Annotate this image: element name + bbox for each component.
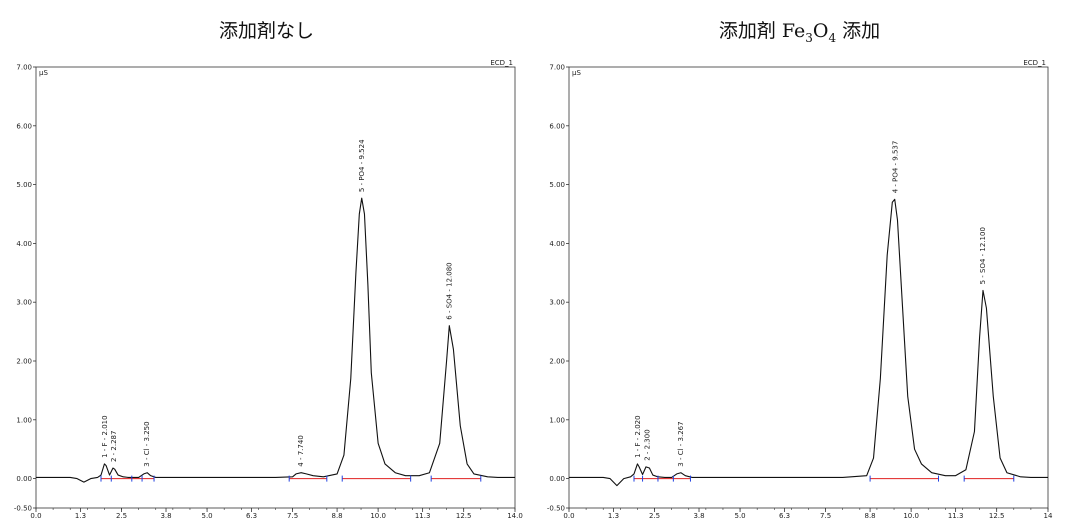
chart-panel-right: 添加剤 Fe3O4 添加 -0.50 0.00 1.00 2.00 3.00 4.00 5.…	[533, 0, 1066, 519]
x-tick-label: 14	[1044, 512, 1053, 519]
peak-annotation: 2 - 2.287	[110, 431, 118, 462]
y-tick-label: 7.00	[16, 64, 32, 72]
x-tick-label: 1.3	[75, 512, 86, 519]
channel-label: ECD_1	[1023, 59, 1046, 67]
y-tick-label: 0.00	[16, 475, 32, 483]
peak-annotation: 5 - SO4 - 12.100	[979, 227, 987, 284]
x-tick-label: 12.5	[989, 512, 1005, 519]
y-tick-label: 4.00	[16, 240, 32, 248]
y-unit-label: µS	[39, 69, 48, 77]
x-tick-label: 14.0	[507, 512, 523, 519]
y-tick-label: -0.50	[547, 505, 565, 513]
chromatogram-trace	[36, 197, 515, 483]
x-tick-label: 1.3	[608, 512, 619, 519]
peak-annotation: 4 - 7.740	[297, 435, 305, 466]
x-tick-label: 5.0	[202, 512, 213, 519]
y-tick-label: 4.00	[549, 240, 565, 248]
channel-label: ECD_1	[490, 59, 513, 67]
x-tick-label: 10.0	[370, 512, 386, 519]
x-tick-label: 2.5	[116, 512, 127, 519]
chart-panel-left: 添加剤なし -0.50 0.00 1.00 2.00 3.00 4.00 5.00 6.00 7…	[14, 20, 523, 519]
x-tick-label: 3.8	[693, 512, 704, 519]
chart-left: -0.50 0.00 1.00 2.00 3.00 4.00 5.00 6.00 7.00 0.0…	[14, 59, 523, 519]
peak-annotation: 6 - SO4 - 12.080	[445, 262, 453, 319]
x-tick-label: 11.3	[415, 512, 431, 519]
peak-annotation: 3 - Cl - 3.250	[143, 421, 151, 466]
y-tick-label: 7.00	[549, 64, 565, 72]
y-tick-label: 2.00	[549, 358, 565, 366]
peak-annotation: 2 - 2.300	[644, 429, 652, 460]
y-tick-label: 1.00	[549, 416, 565, 424]
x-tick-label: 7.5	[287, 512, 298, 519]
chart-title-right: 添加剤 Fe3O4 添加	[718, 20, 881, 45]
peak-annotation: 4 - PO4 - 9.537	[891, 141, 899, 194]
x-tick-label: 5.0	[735, 512, 746, 519]
y-tick-label: 0.00	[549, 475, 565, 483]
x-tick-label: 7.5	[820, 512, 831, 519]
x-tick-label: 11.3	[948, 512, 964, 519]
x-tick-label: 2.5	[649, 512, 660, 519]
y-tick-label: 3.00	[549, 299, 565, 307]
peak-annotation: 3 - Cl - 3.267	[677, 421, 685, 466]
chart-title-left: 添加剤なし	[218, 20, 314, 42]
x-tick-label: 0.0	[30, 512, 41, 519]
x-tick-label: 6.3	[779, 512, 790, 519]
x-tick-label: 12.5	[456, 512, 472, 519]
x-tick-label: 8.8	[865, 512, 876, 519]
y-tick-label: 2.00	[16, 358, 32, 366]
y-tick-label: 5.00	[16, 181, 32, 189]
y-tick-label: 1.00	[16, 416, 32, 424]
y-tick-label: 6.00	[549, 122, 565, 130]
y-unit-label: µS	[572, 69, 581, 77]
x-tick-label: 3.8	[160, 512, 171, 519]
y-tick-label: 6.00	[16, 122, 32, 130]
x-tick-label: 10.0	[903, 512, 919, 519]
peak-annotation: 5 - PO4 - 9.524	[358, 139, 366, 192]
y-tick-label: 3.00	[16, 299, 32, 307]
x-tick-label: 0.0	[563, 512, 574, 519]
peak-annotation: 1 - F - 2.020	[634, 415, 642, 457]
x-tick-label: 8.8	[332, 512, 343, 519]
chromatogram-trace	[569, 198, 1048, 487]
y-tick-label: -0.50	[14, 505, 32, 513]
peak-annotation: 1 - F - 2.010	[101, 415, 109, 457]
x-tick-label: 6.3	[246, 512, 257, 519]
y-tick-label: 5.00	[549, 181, 565, 189]
chart-right: -0.50 0.00 1.00 2.00 3.00 4.00 5.00 6.00 7.00 0.0…	[547, 59, 1053, 519]
